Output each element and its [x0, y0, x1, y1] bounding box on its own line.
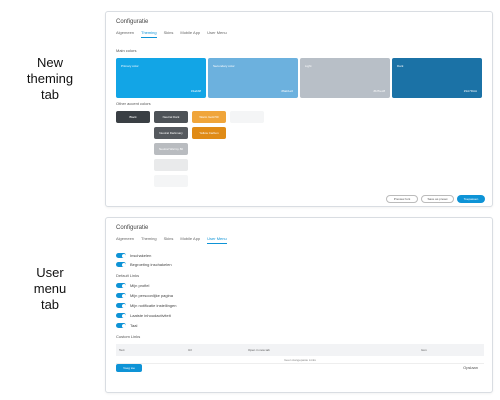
accent-warm-gold[interactable]: Warm Gold 50	[192, 111, 226, 123]
accent-empty[interactable]	[154, 159, 188, 171]
empty-text: Geen Aangepaste Links	[284, 357, 316, 362]
toggle-row-inschakelen: Inschakelen	[116, 253, 151, 258]
toggle-row-notificatie: Mijn notificatie instellingen	[116, 303, 176, 308]
table-header: Text Url Open in new tab Icon	[116, 344, 484, 356]
toggle-label: Taal	[130, 323, 138, 328]
side-label-user-menu: User menu tab	[0, 265, 100, 313]
swatch-dark[interactable]: Dark #1A7DAA	[392, 58, 482, 98]
theming-panel: Configuratie Algemeen Theming Skins Mobi…	[105, 11, 493, 207]
toggle-switch[interactable]	[116, 283, 126, 288]
tab-skins[interactable]: Skins	[163, 236, 174, 241]
tab-theming[interactable]: Theming	[141, 30, 157, 38]
tab-mobile-app[interactable]: Mobile App	[180, 236, 201, 241]
accent-black[interactable]: Black	[116, 111, 150, 123]
toggle-row-persoonlijke: Mijn persoonlijke pagina	[116, 293, 173, 298]
tab-theming[interactable]: Theming	[141, 236, 157, 241]
toggle-switch[interactable]	[116, 313, 126, 318]
swatch-hex: #1A7DAA	[463, 89, 477, 93]
toggle-switch[interactable]	[116, 323, 126, 328]
col-header-new-tab: Open in new tab	[248, 348, 270, 352]
side-label-line: tab	[40, 87, 60, 102]
accent-empty[interactable]	[230, 111, 264, 123]
toggle-row-begroeting: Begroeting inschakelen	[116, 262, 172, 267]
swatch-hex: #6ab1e0	[281, 89, 293, 93]
table-empty-row: Geen Aangepaste Links	[116, 356, 484, 364]
apply-button[interactable]: Toepassen	[457, 195, 485, 203]
toggle-label: Laatste inhoudactiviteit	[130, 313, 171, 318]
toggle-switch[interactable]	[116, 303, 126, 308]
custom-links-label: Custom Links	[116, 334, 141, 339]
accent-neutral-dark[interactable]: Neutral Dark	[154, 111, 188, 123]
side-label-new-theming: New theming tab	[0, 55, 100, 103]
preview-font-button[interactable]: Preview font	[386, 195, 418, 203]
col-header-icon: Icon	[421, 348, 427, 352]
toggle-switch[interactable]	[116, 262, 126, 267]
tab-bar: Algemeen Theming Skins Mobile App User M…	[116, 236, 227, 244]
tab-algemeen[interactable]: Algemeen	[116, 236, 135, 241]
toggle-label: Mijn profiel	[130, 283, 150, 288]
swatch-secondary[interactable]: Secondary color #6ab1e0	[208, 58, 298, 98]
toggle-label: Mijn notificatie instellingen	[130, 303, 177, 308]
tab-algemeen[interactable]: Algemeen	[116, 30, 135, 35]
save-link[interactable]: Opslaan	[463, 365, 478, 370]
swatch-name: Dark	[397, 64, 404, 68]
custom-links-table: Text Url Open in new tab Icon Geen Aange…	[116, 344, 484, 364]
swatch-name: Primary color	[121, 64, 139, 68]
swatch-light[interactable]: Light #b7bec8	[300, 58, 390, 98]
side-label-line: User	[36, 265, 64, 280]
swatch-hex: #1abbff	[191, 89, 201, 93]
side-label-line: theming	[26, 71, 74, 86]
side-label-line: tab	[40, 297, 60, 312]
panel-title: Configuratie	[116, 225, 149, 231]
toggle-switch[interactable]	[116, 293, 126, 298]
tab-bar: Algemeen Theming Skins Mobile App User M…	[116, 30, 227, 38]
col-header-url: Url	[188, 348, 192, 352]
accent-colors-label: Other accent colors	[116, 101, 151, 106]
accent-yellow-carbon[interactable]: Yellow Carbon	[192, 127, 226, 139]
accent-neutral-warmy[interactable]: Neutral Warmy 80	[154, 143, 188, 155]
accent-empty[interactable]	[154, 175, 188, 187]
toggle-label: Mijn persoonlijke pagina	[130, 293, 173, 298]
save-preset-button[interactable]: Save as preset	[421, 195, 454, 203]
side-label-line: New	[36, 55, 63, 70]
user-menu-panel: Configuratie Algemeen Theming Skins Mobi…	[105, 217, 493, 393]
tab-user-menu[interactable]: User Menu	[207, 236, 227, 244]
default-links-label: Default Links	[116, 273, 140, 278]
tab-mobile-app[interactable]: Mobile App	[180, 30, 201, 35]
toggle-label: Begroeting inschakelen	[130, 262, 172, 267]
toggle-row-inhoudactiviteit: Laatste inhoudactiviteit	[116, 313, 171, 318]
tab-user-menu[interactable]: User Menu	[207, 30, 227, 35]
toggle-row-taal: Taal	[116, 323, 137, 328]
toggle-row-profiel: Mijn profiel	[116, 283, 149, 288]
swatch-primary[interactable]: Primary color #1abbff	[116, 58, 206, 98]
swatch-name: Light	[305, 64, 312, 68]
col-header-text: Text	[119, 348, 125, 352]
toggle-label: Inschakelen	[130, 253, 152, 258]
panel-title: Configuratie	[116, 19, 149, 25]
side-label-line: menu	[33, 281, 67, 296]
add-link-button[interactable]: Voeg toe	[116, 364, 142, 372]
tab-skins[interactable]: Skins	[163, 30, 174, 35]
swatch-hex: #b7bec8	[373, 89, 385, 93]
toggle-switch[interactable]	[116, 253, 126, 258]
accent-neutral-darkmary[interactable]: Neutral Darkmary	[154, 127, 188, 139]
main-colors-label: Main colors	[116, 48, 137, 53]
swatch-name: Secondary color	[213, 64, 235, 68]
